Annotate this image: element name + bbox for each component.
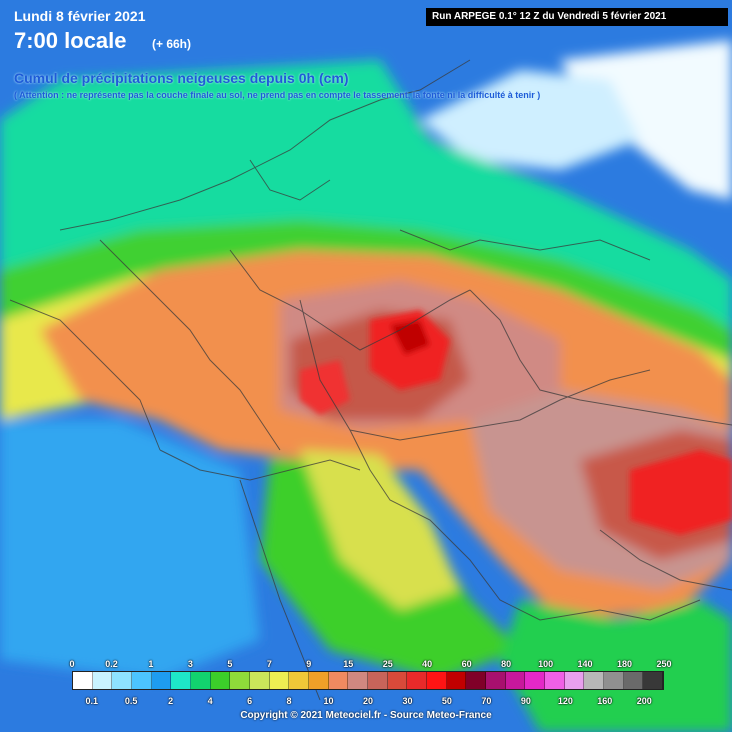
legend-upper-label: 3 bbox=[187, 659, 193, 669]
legend-swatch bbox=[407, 672, 428, 689]
legend-swatch bbox=[112, 672, 133, 689]
copyright-text: Copyright © 2021 Meteociel.fr - Source M… bbox=[240, 710, 492, 721]
legend-swatch bbox=[309, 672, 329, 689]
legend-swatch bbox=[328, 672, 349, 689]
legend-lower-label: 160 bbox=[597, 696, 613, 706]
no-snow-area-n bbox=[420, 70, 640, 170]
legend-lower-label: 70 bbox=[481, 696, 492, 706]
legend-swatch bbox=[486, 672, 506, 689]
legend-lower-label: 4 bbox=[207, 696, 213, 706]
map-title: Cumul de précipitations neigeuses depuis… bbox=[14, 70, 349, 86]
legend-colorbar bbox=[72, 671, 664, 690]
legend-swatch bbox=[387, 672, 408, 689]
legend-upper-label: 180 bbox=[617, 659, 633, 669]
legend-swatch bbox=[545, 672, 565, 689]
legend-swatch bbox=[132, 672, 152, 689]
legend-lower-label: 10 bbox=[323, 696, 334, 706]
legend-swatch bbox=[230, 672, 251, 689]
snow-tongue-yellow bbox=[300, 450, 460, 610]
legend-swatch bbox=[466, 672, 487, 689]
legend-upper-label: 25 bbox=[382, 659, 393, 669]
map-warning-note: ( Attention : ne représente pas la couch… bbox=[14, 90, 541, 100]
legend-swatch bbox=[368, 672, 388, 689]
legend-swatch bbox=[427, 672, 447, 689]
legend-lower-label: 20 bbox=[362, 696, 374, 706]
legend-swatch bbox=[584, 672, 605, 689]
legend-lower-label: 30 bbox=[402, 696, 413, 706]
legend-swatch bbox=[269, 672, 290, 689]
forecast-date: Lundi 8 février 2021 bbox=[14, 8, 146, 24]
legend-swatch bbox=[210, 672, 231, 689]
legend-swatch bbox=[92, 672, 113, 689]
legend-lower-label: 2 bbox=[168, 696, 174, 706]
legend-swatch bbox=[289, 672, 310, 689]
legend-swatch bbox=[623, 672, 644, 689]
country-borders bbox=[9, 59, 732, 701]
legend-upper-label: 40 bbox=[422, 659, 433, 669]
legend-lower-label: 120 bbox=[557, 696, 573, 706]
legend-swatch bbox=[564, 672, 585, 689]
legend-swatch bbox=[348, 672, 369, 689]
snow-area-se bbox=[500, 600, 732, 732]
legend-swatch bbox=[73, 672, 93, 689]
legend-upper-label: 250 bbox=[656, 659, 672, 669]
max-snow-center-core bbox=[390, 320, 430, 355]
legend-swatch bbox=[191, 672, 211, 689]
legend-upper-label: 140 bbox=[577, 659, 593, 669]
legend-upper-label: 7 bbox=[266, 659, 272, 669]
legend-swatch bbox=[525, 672, 546, 689]
forecast-lead-time: (+ 66h) bbox=[152, 37, 192, 51]
legend-swatch bbox=[171, 672, 192, 689]
legend-upper-label: 0 bbox=[69, 659, 75, 669]
legend-swatch bbox=[446, 672, 467, 689]
forecast-time: 7:00 locale bbox=[14, 28, 127, 53]
legend-upper-label: 100 bbox=[538, 659, 554, 669]
precip-fields bbox=[0, 40, 732, 732]
legend-swatch bbox=[604, 672, 624, 689]
legend-swatch bbox=[643, 672, 664, 689]
max-snow-east bbox=[630, 450, 732, 535]
legend-lower-label: 0.1 bbox=[85, 696, 98, 706]
legend-lower-label: 50 bbox=[441, 696, 452, 706]
legend-lower-label: 90 bbox=[520, 696, 531, 706]
legend-lower-label: 0.5 bbox=[124, 696, 138, 706]
light-snow-sw bbox=[0, 420, 260, 680]
legend-upper-label: 15 bbox=[343, 659, 354, 669]
legend-swatch bbox=[505, 672, 526, 689]
legend-swatch bbox=[151, 672, 172, 689]
legend-upper-label: 1 bbox=[148, 659, 154, 669]
legend-upper-label: 60 bbox=[461, 659, 472, 669]
legend-upper-label: 0.2 bbox=[105, 659, 118, 669]
legend-lower-label: 8 bbox=[286, 696, 292, 706]
legend-swatch bbox=[250, 672, 270, 689]
legend-lower-label: 6 bbox=[247, 696, 253, 706]
legend-upper-label: 80 bbox=[501, 659, 512, 669]
run-info-box: Run ARPEGE 0.1° 12 Z du Vendredi 5 févri… bbox=[426, 8, 728, 26]
legend-upper-labels: 0 0.2 1 3 5 7 9 15 25 40 60 80 100 140 180 250 bbox=[0, 659, 732, 671]
legend-upper-label: 9 bbox=[306, 659, 312, 669]
legend-upper-label: 5 bbox=[227, 659, 233, 669]
legend-lower-label: 200 bbox=[636, 696, 652, 706]
legend-lower-labels: 0.1 0.5 2 4 6 8 10 20 30 50 70 90 120 160 200 bbox=[0, 696, 732, 708]
